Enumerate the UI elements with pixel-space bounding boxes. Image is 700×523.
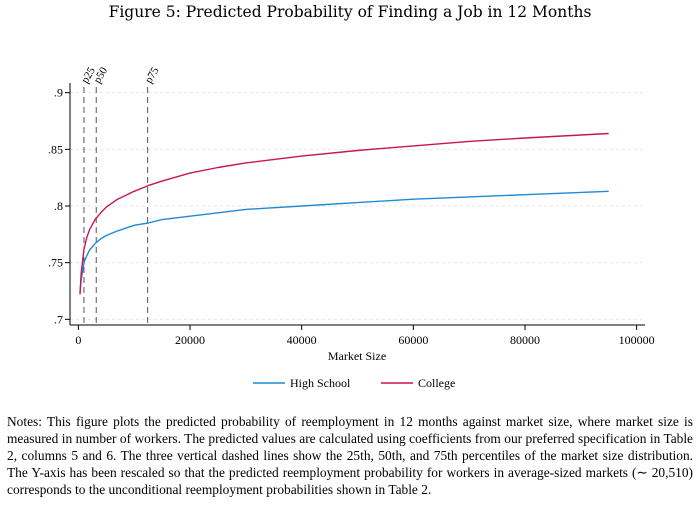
x-tick-label: 20000 [175,333,205,347]
legend: High School College [253,376,455,390]
x-tick-label: 100000 [619,333,655,347]
x-axis-title: Market Size [328,349,386,363]
figure-title: Figure 5: Predicted Probability of Findi… [108,3,592,21]
x-tick-label: 0 [75,333,81,347]
x-tick-label: 80000 [510,333,540,347]
legend-label-1: College [418,376,455,390]
percentile-label-p50: p50 [91,65,110,86]
axes: .7 .75 .8 .85 .9 0 20000 40000 60000 80000 100000 [48,83,655,347]
y-tick-label: .85 [48,142,63,156]
series-lines [79,132,609,295]
series-line-college [79,132,609,295]
figure-notes: Notes: This figure plots the predicted p… [7,414,693,497]
x-tick-label: 40000 [287,333,317,347]
x-tick-label: 60000 [398,333,428,347]
percentile-label-p75: p75 [143,65,162,86]
y-tick-label: .9 [54,86,63,100]
y-tick-label: .7 [54,312,63,326]
series-line-high-school [79,190,609,293]
y-tick-label: .8 [54,199,63,213]
legend-label-0: High School [290,376,351,390]
y-tick-label: .75 [48,256,63,270]
grid-lines [70,92,645,320]
